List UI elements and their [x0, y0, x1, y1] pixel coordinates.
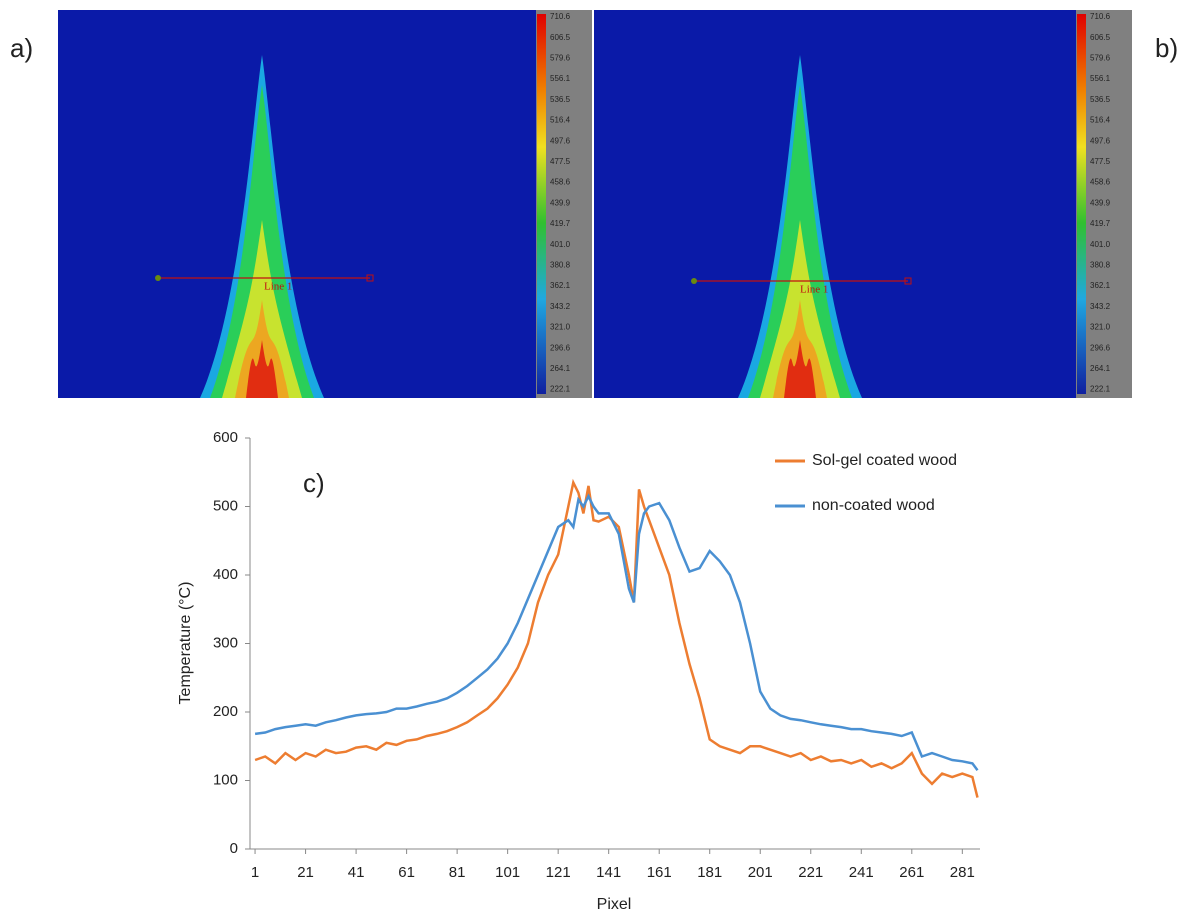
x-tick-label: 41 — [348, 864, 365, 881]
colorbar-label: 321.0 — [550, 323, 571, 332]
x-tick-label: 101 — [495, 864, 520, 881]
y-tick-label: 200 — [213, 703, 238, 720]
y-tick-label: 0 — [230, 840, 238, 857]
x-tick-label: 141 — [596, 864, 621, 881]
panel-label: a) — [10, 33, 33, 63]
y-tick-label: 100 — [213, 771, 238, 788]
colorbar-label: 362.1 — [550, 281, 571, 290]
colorbar-label: 497.6 — [1090, 136, 1111, 145]
colorbar-label: 401.0 — [1090, 240, 1111, 249]
x-tick-label: 61 — [398, 864, 415, 881]
colorbar — [1077, 14, 1086, 394]
colorbar-label: 401.0 — [550, 240, 571, 249]
thermal-image: 710.6 606.5 579.6 556.1 536.5 516.4 497.6 477.5… — [10, 10, 592, 398]
x-tick-label: 281 — [950, 864, 975, 881]
probe-start — [691, 278, 697, 284]
probe-end — [904, 277, 912, 285]
colorbar-label: 556.1 — [1090, 74, 1111, 83]
x-tick-label: 201 — [748, 864, 773, 881]
colorbar-label: 458.6 — [1090, 178, 1111, 187]
image-background — [58, 10, 592, 398]
colorbar-label: 264.1 — [1090, 364, 1111, 373]
x-axis-title: Pixel — [597, 896, 632, 913]
colorbar-label: 516.4 — [550, 116, 571, 125]
flame — [246, 340, 278, 398]
colorbar-label: 439.9 — [1090, 198, 1111, 207]
y-tick-label: 600 — [213, 429, 238, 446]
y-tick-label: 500 — [213, 497, 238, 514]
colorbar-label: 710.6 — [1090, 12, 1111, 21]
series-line — [254, 493, 979, 771]
flame — [784, 340, 816, 398]
colorbar-label: 264.1 — [550, 364, 571, 373]
colorbar-label: 222.1 — [1090, 385, 1111, 394]
colorbar-label: 296.6 — [1090, 343, 1111, 352]
x-tick-label: 221 — [798, 864, 823, 881]
colorbar-label: 439.9 — [550, 198, 571, 207]
legend-label: non-coated wood — [812, 497, 935, 514]
colorbar-label: 536.5 — [550, 95, 571, 104]
colorbar-label: 606.5 — [1090, 33, 1111, 42]
colorbar-label: 536.5 — [1090, 95, 1111, 104]
colorbar-label: 380.8 — [1090, 261, 1111, 270]
colorbar-label: 419.7 — [550, 219, 571, 228]
colorbar-label: 497.6 — [550, 136, 571, 145]
probe-end — [366, 274, 374, 282]
colorbar-label: 362.1 — [1090, 281, 1111, 290]
colorbar-label: 516.4 — [1090, 116, 1111, 125]
colorbar-label: 579.6 — [1090, 54, 1111, 63]
colorbar-label: 477.5 — [1090, 157, 1111, 166]
x-tick-label: 1 — [251, 864, 259, 881]
x-tick-label: 21 — [297, 864, 314, 881]
colorbar-label: 321.0 — [1090, 323, 1111, 332]
colorbar-label: 458.6 — [550, 178, 571, 187]
colorbar-label: 477.5 — [550, 157, 571, 166]
x-tick-label: 261 — [899, 864, 924, 881]
image-background — [594, 10, 1132, 398]
colorbar-label: 606.5 — [550, 33, 571, 42]
y-axis-title: Temperature (°C) — [177, 582, 194, 705]
y-tick-label: 300 — [213, 634, 238, 651]
colorbar-label: 556.1 — [550, 74, 571, 83]
panel-label: c) — [303, 468, 325, 498]
x-tick-label: 121 — [546, 864, 571, 881]
thermal-image: 710.6 606.5 579.6 556.1 536.5 516.4 497.6 477.5… — [594, 10, 1178, 398]
colorbar-label: 296.6 — [550, 343, 571, 352]
colorbar-label: 380.8 — [550, 261, 571, 270]
colorbar-label: 419.7 — [1090, 219, 1111, 228]
panel-label: b) — [1155, 33, 1178, 63]
legend-label: Sol-gel coated wood — [812, 452, 957, 469]
probe-label: Line 1 — [264, 281, 292, 293]
colorbar-label: 343.2 — [550, 302, 571, 311]
x-tick-label: 161 — [647, 864, 672, 881]
colorbar-label: 579.6 — [550, 54, 571, 63]
colorbar — [537, 14, 546, 394]
x-tick-label: 241 — [849, 864, 874, 881]
x-tick-label: 181 — [697, 864, 722, 881]
y-tick-label: 400 — [213, 566, 238, 583]
probe-label: Line 1 — [800, 284, 828, 296]
colorbar-label: 710.6 — [550, 12, 571, 21]
x-tick-label: 81 — [449, 864, 466, 881]
probe-start — [155, 275, 161, 281]
colorbar-label: 343.2 — [1090, 302, 1111, 311]
colorbar-label: 222.1 — [550, 385, 571, 394]
